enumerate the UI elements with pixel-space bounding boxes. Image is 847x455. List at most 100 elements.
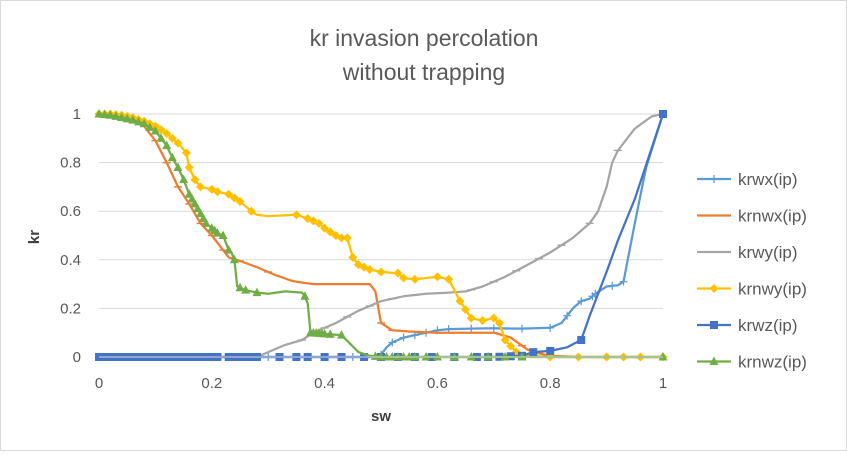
legend-item: krnwy(ip) bbox=[697, 280, 807, 299]
data-point bbox=[314, 218, 324, 228]
data-point bbox=[506, 341, 516, 351]
data-point bbox=[478, 316, 488, 326]
gridlines bbox=[99, 113, 663, 309]
data-point bbox=[117, 112, 127, 122]
legend-label: krnwx(ip) bbox=[738, 207, 807, 226]
data-point bbox=[399, 352, 409, 361]
data-point bbox=[139, 118, 149, 128]
x-tick-label: 0.6 bbox=[427, 375, 448, 392]
data-point bbox=[483, 352, 493, 361]
legend-item: krwz(ip) bbox=[697, 316, 798, 335]
data-point bbox=[212, 228, 222, 237]
data-point bbox=[218, 230, 228, 239]
data-point bbox=[517, 352, 527, 361]
data-point bbox=[105, 110, 115, 119]
data-point bbox=[494, 318, 504, 328]
data-point bbox=[461, 305, 471, 315]
data-point bbox=[325, 329, 335, 338]
legend-item: krwy(ip) bbox=[697, 243, 798, 262]
data-point bbox=[466, 352, 476, 361]
data-point bbox=[404, 352, 414, 361]
x-tick-label: 1 bbox=[659, 375, 667, 392]
data-point bbox=[410, 352, 420, 361]
legend-item: krnwz(ip) bbox=[697, 353, 807, 372]
data-point bbox=[342, 233, 352, 243]
data-point bbox=[619, 277, 628, 286]
x-axis-ticks: 0 0.2 0.4 0.6 0.8 1 bbox=[95, 375, 667, 392]
data-point bbox=[370, 351, 380, 360]
y-tick-label: 0.6 bbox=[60, 203, 81, 220]
data-point bbox=[196, 182, 206, 192]
data-point bbox=[241, 285, 251, 294]
legend-marker bbox=[709, 356, 719, 365]
data-point bbox=[388, 338, 397, 347]
plot-area bbox=[94, 109, 668, 362]
data-point bbox=[325, 227, 335, 237]
data-point bbox=[393, 352, 403, 361]
data-point bbox=[122, 113, 132, 123]
data-point bbox=[518, 324, 526, 333]
y-tick-label: 0.8 bbox=[60, 155, 81, 172]
data-point bbox=[455, 296, 465, 306]
data-point bbox=[184, 162, 194, 172]
legend-item: krwx(ip) bbox=[697, 170, 798, 189]
data-point bbox=[167, 133, 177, 143]
data-point bbox=[466, 313, 476, 323]
legend-marker bbox=[709, 284, 719, 293]
data-point bbox=[387, 352, 397, 361]
data-point bbox=[393, 268, 403, 278]
data-point bbox=[546, 346, 555, 355]
series-krnwz-ip bbox=[94, 109, 668, 361]
data-point bbox=[577, 297, 586, 306]
legend-label: krnwy(ip) bbox=[738, 280, 807, 299]
data-point bbox=[410, 274, 420, 284]
data-point bbox=[337, 330, 347, 339]
data-point bbox=[229, 254, 239, 264]
chart-title-line-1: kr invasion percolation bbox=[310, 25, 539, 51]
y-axis-ticks: 0 0.2 0.4 0.6 0.8 1 bbox=[60, 106, 81, 366]
data-point bbox=[382, 352, 392, 361]
data-point bbox=[156, 125, 166, 135]
legend-item: krnwx(ip) bbox=[697, 207, 807, 226]
data-point bbox=[252, 287, 262, 297]
y-tick-label: 0.4 bbox=[60, 252, 81, 269]
data-point bbox=[658, 352, 668, 361]
series-krwy-ip bbox=[99, 112, 664, 359]
data-point bbox=[337, 233, 347, 243]
x-tick-label: 0.2 bbox=[201, 375, 222, 392]
data-point bbox=[167, 152, 177, 162]
data-point bbox=[224, 189, 234, 199]
data-point bbox=[399, 333, 408, 342]
data-point bbox=[291, 210, 301, 220]
data-point bbox=[190, 175, 200, 185]
data-point bbox=[432, 272, 442, 282]
x-tick-label: 0 bbox=[95, 375, 103, 392]
legend-label: krnwz(ip) bbox=[738, 353, 807, 372]
data-point bbox=[432, 352, 442, 361]
x-tick-label: 0.4 bbox=[314, 375, 335, 392]
data-point bbox=[348, 252, 358, 262]
data-point bbox=[212, 187, 222, 197]
legend-label: krwx(ip) bbox=[738, 170, 798, 189]
data-point bbox=[94, 109, 104, 118]
data-point bbox=[162, 128, 172, 138]
data-point bbox=[300, 291, 310, 300]
data-point bbox=[111, 111, 121, 120]
series-line bbox=[99, 112, 664, 359]
data-point bbox=[489, 313, 499, 323]
data-point bbox=[563, 311, 572, 320]
data-point bbox=[145, 122, 155, 131]
data-point bbox=[224, 245, 234, 254]
data-point bbox=[235, 282, 245, 292]
data-point bbox=[320, 223, 330, 233]
data-point bbox=[229, 193, 239, 203]
data-point bbox=[376, 352, 386, 361]
y-tick-label: 0.2 bbox=[60, 300, 81, 317]
data-point bbox=[128, 115, 138, 124]
series-krwx-ip bbox=[95, 113, 665, 361]
data-point bbox=[489, 324, 498, 333]
data-point bbox=[201, 218, 211, 227]
data-point bbox=[376, 267, 386, 277]
data-point bbox=[162, 140, 172, 150]
